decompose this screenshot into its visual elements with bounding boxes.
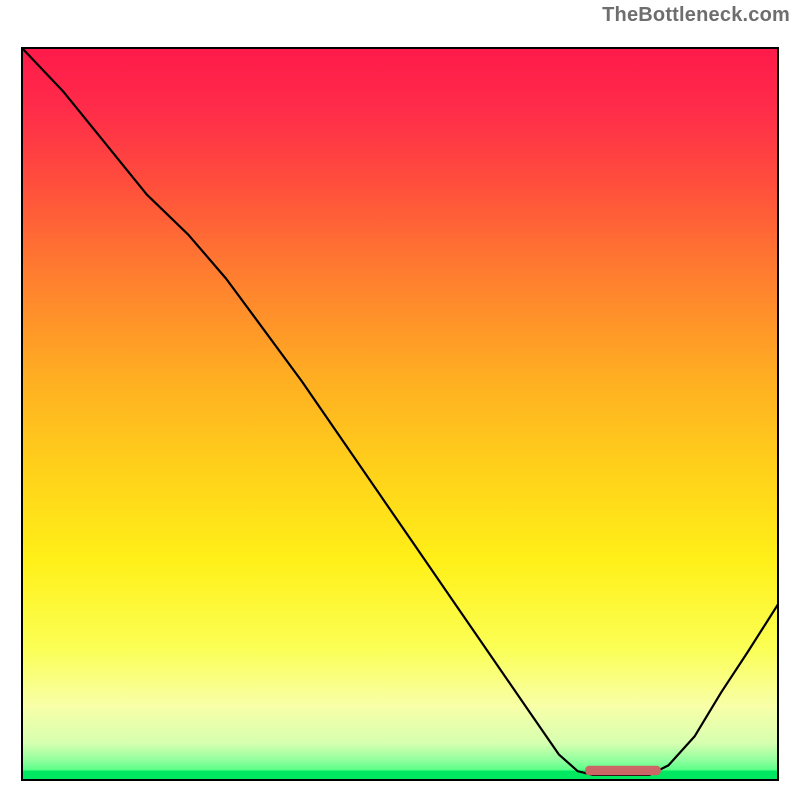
- chart-svg: [0, 0, 800, 800]
- canvas: TheBottleneck.com: [0, 0, 800, 800]
- optimum-marker: [585, 766, 661, 776]
- gradient-fill: [22, 48, 778, 780]
- bottom-green-band: [22, 770, 778, 780]
